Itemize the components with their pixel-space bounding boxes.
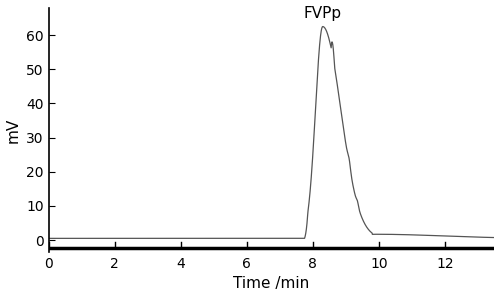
Y-axis label: mV: mV (6, 117, 20, 143)
Text: FVPp: FVPp (304, 7, 342, 21)
X-axis label: Time /min: Time /min (234, 277, 310, 291)
